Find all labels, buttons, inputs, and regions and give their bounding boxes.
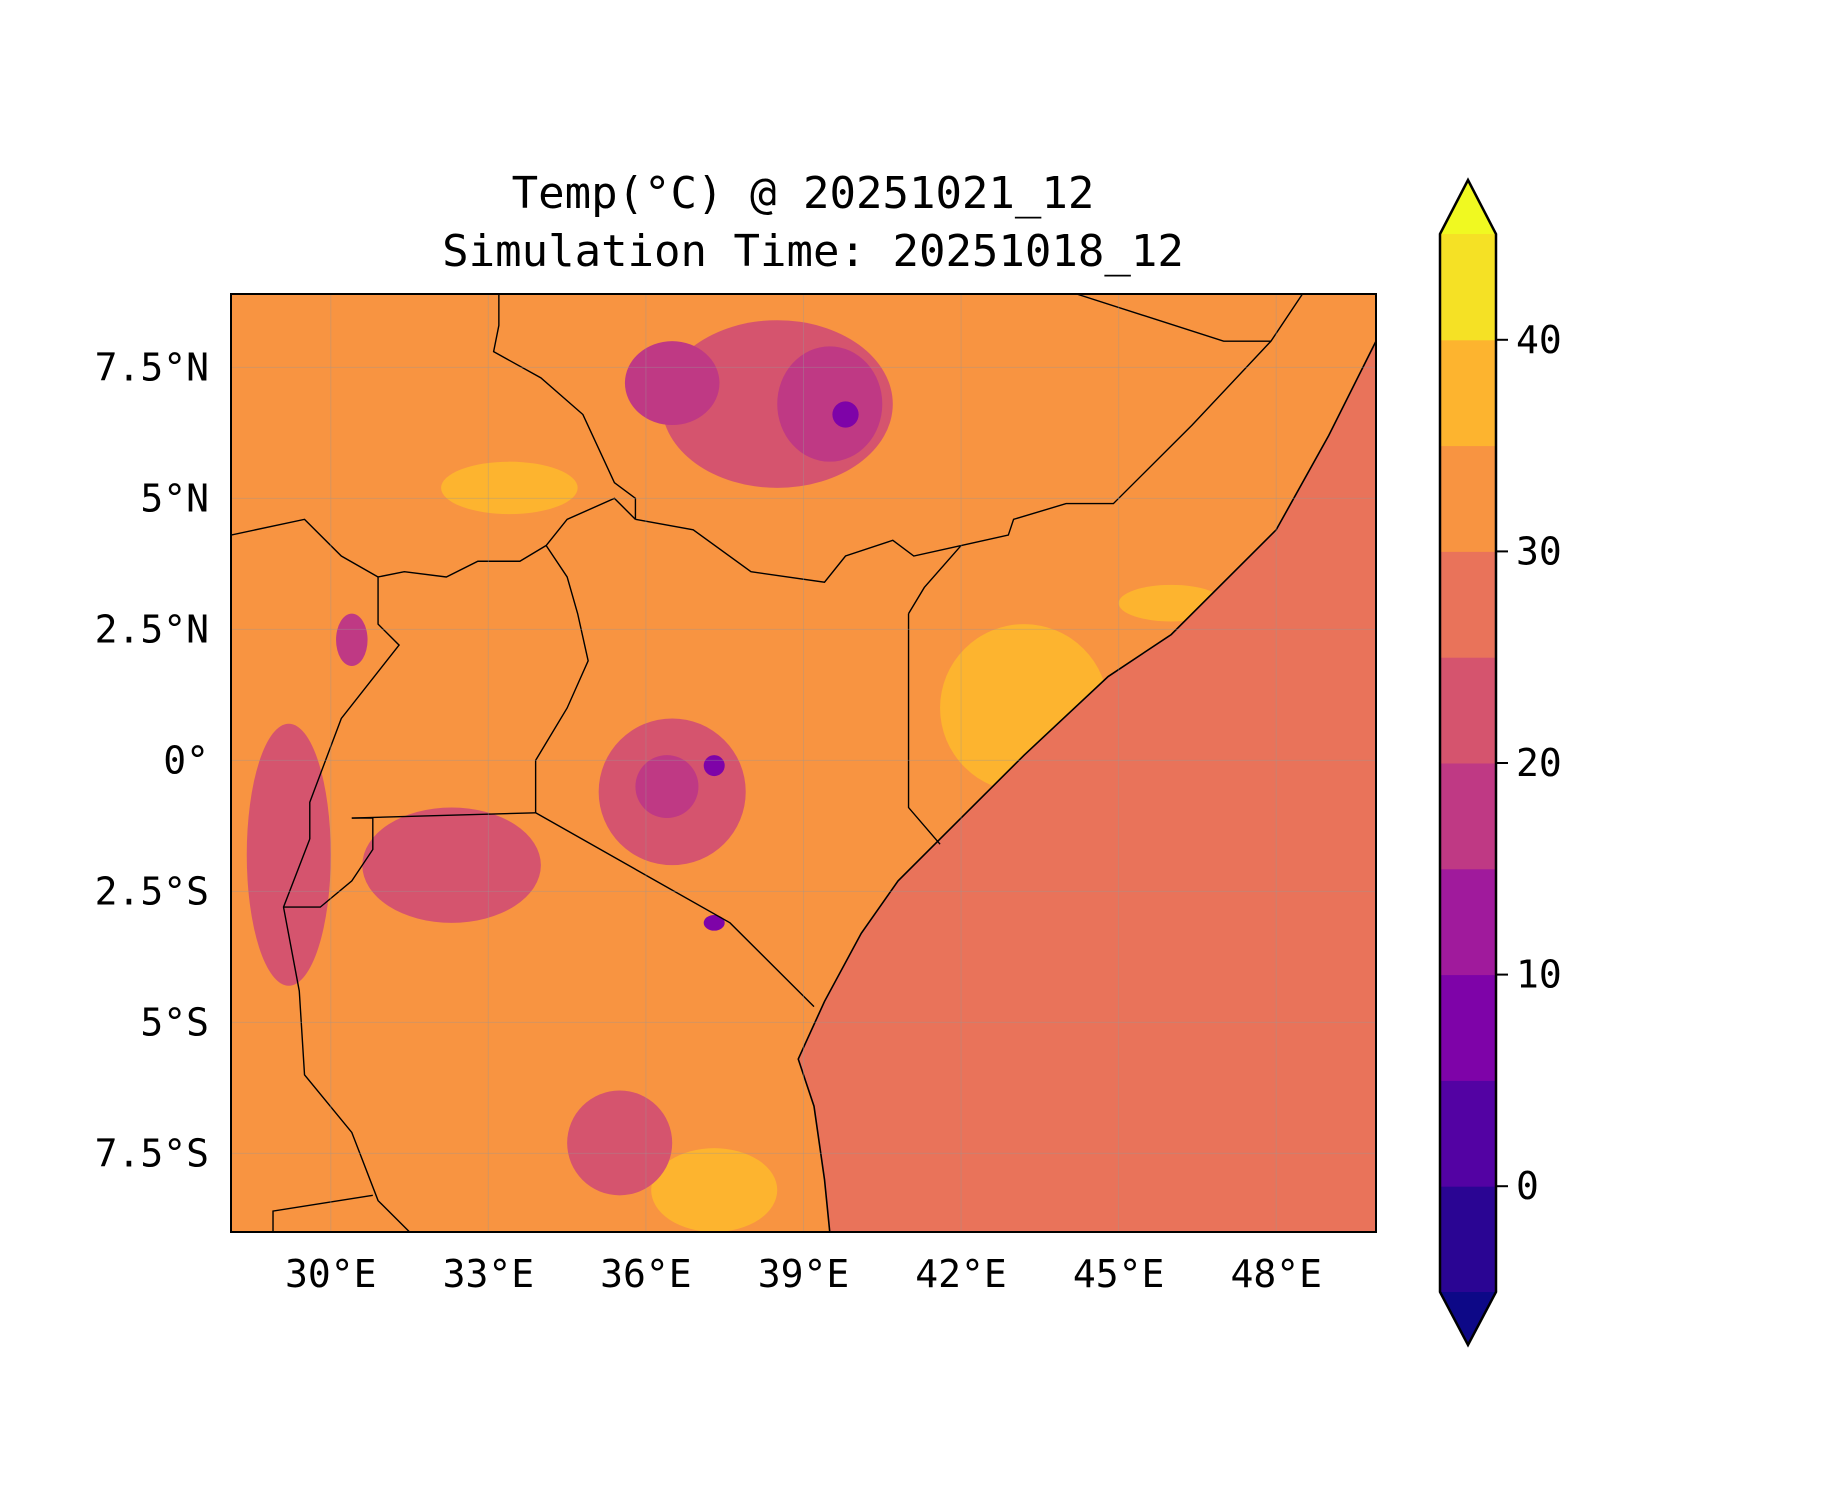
temperature-contour-region <box>635 755 699 819</box>
y-axis: 7.5°N 5°N 2.5°N 0° 2.5°S 5°S 7.5°S <box>95 345 209 1175</box>
colorbar-segment <box>1440 234 1496 341</box>
y-tick-label: 5°S <box>140 1000 209 1044</box>
country-border <box>907 545 962 615</box>
coastline <box>797 340 1376 1232</box>
y-tick-label: 7.5°N <box>95 345 209 389</box>
colorbar: 0 10 20 30 40 <box>1438 177 1562 1348</box>
y-tick-label: 7.5°S <box>95 1131 209 1175</box>
x-tick-label: 36°E <box>600 1252 692 1296</box>
x-tick-label: 30°E <box>285 1252 377 1296</box>
country-border <box>492 294 637 520</box>
y-tick-label: 0° <box>163 738 209 782</box>
temperature-contour-region <box>441 461 578 515</box>
ocean-fill <box>798 341 1376 1232</box>
x-tick-label: 39°E <box>758 1252 850 1296</box>
colorbar-segment <box>1440 763 1496 870</box>
chart-title-line1: Temp(°C) @ 20251021_12 <box>512 168 1095 219</box>
temperature-contour-region <box>362 807 541 923</box>
country-border <box>351 812 536 819</box>
country-border <box>1076 294 1271 342</box>
temperature-contour-region <box>567 1090 673 1196</box>
y-tick-label: 2.5°N <box>95 607 209 651</box>
temperature-contour-region <box>777 346 883 462</box>
colorbar-extend-min <box>1440 1292 1496 1345</box>
x-tick-label: 45°E <box>1073 1252 1165 1296</box>
temperature-contour-region <box>246 723 331 986</box>
country-border <box>231 518 379 578</box>
colorbar-tick-label: 20 <box>1516 741 1562 785</box>
colorbar-outline <box>1438 177 1498 1348</box>
colorbar-segment <box>1440 657 1496 764</box>
colorbar-tick-label: 30 <box>1516 529 1562 573</box>
temperature-contour-region <box>651 1148 778 1232</box>
colorbar-segment <box>1440 551 1496 658</box>
country-border <box>534 545 589 813</box>
colorbar-segment <box>1440 339 1496 447</box>
colorbar-segment <box>1440 1080 1496 1187</box>
y-tick-label: 5°N <box>140 476 209 520</box>
x-axis: 30°E 33°E 36°E 39°E 42°E 45°E 48°E <box>285 1252 1322 1296</box>
colorbar-segment <box>1440 974 1496 1081</box>
colorbar-tick-label: 0 <box>1516 1164 1539 1208</box>
x-tick-label: 48°E <box>1230 1252 1322 1296</box>
temperature-contour-region <box>703 914 725 931</box>
plot-frame <box>230 293 1377 1233</box>
colorbar-segment <box>1440 1186 1496 1293</box>
chart-title-line2: Simulation Time: 20251018_12 <box>442 226 1184 277</box>
temperature-contour-region <box>703 755 725 777</box>
country-border <box>545 497 636 546</box>
colorbar-tick-label: 40 <box>1516 318 1562 362</box>
colorbar-tick-label: 10 <box>1516 953 1562 997</box>
colorbar-segment <box>1440 445 1496 552</box>
colorbar-extend-max <box>1440 180 1496 234</box>
temperature-contour-region <box>336 613 368 667</box>
x-tick-label: 33°E <box>443 1252 535 1296</box>
country-border <box>283 817 374 908</box>
colorbar-segment <box>1440 868 1496 976</box>
country-border <box>272 1194 373 1232</box>
temperature-contour-region <box>832 401 859 428</box>
map-area <box>231 294 1376 1232</box>
country-border <box>535 812 815 1008</box>
gridlines <box>231 294 1376 1232</box>
country-border <box>907 613 941 845</box>
temperature-contour-region <box>624 341 720 426</box>
x-tick-label: 42°E <box>915 1252 1007 1296</box>
y-tick-label: 2.5°S <box>95 869 209 913</box>
